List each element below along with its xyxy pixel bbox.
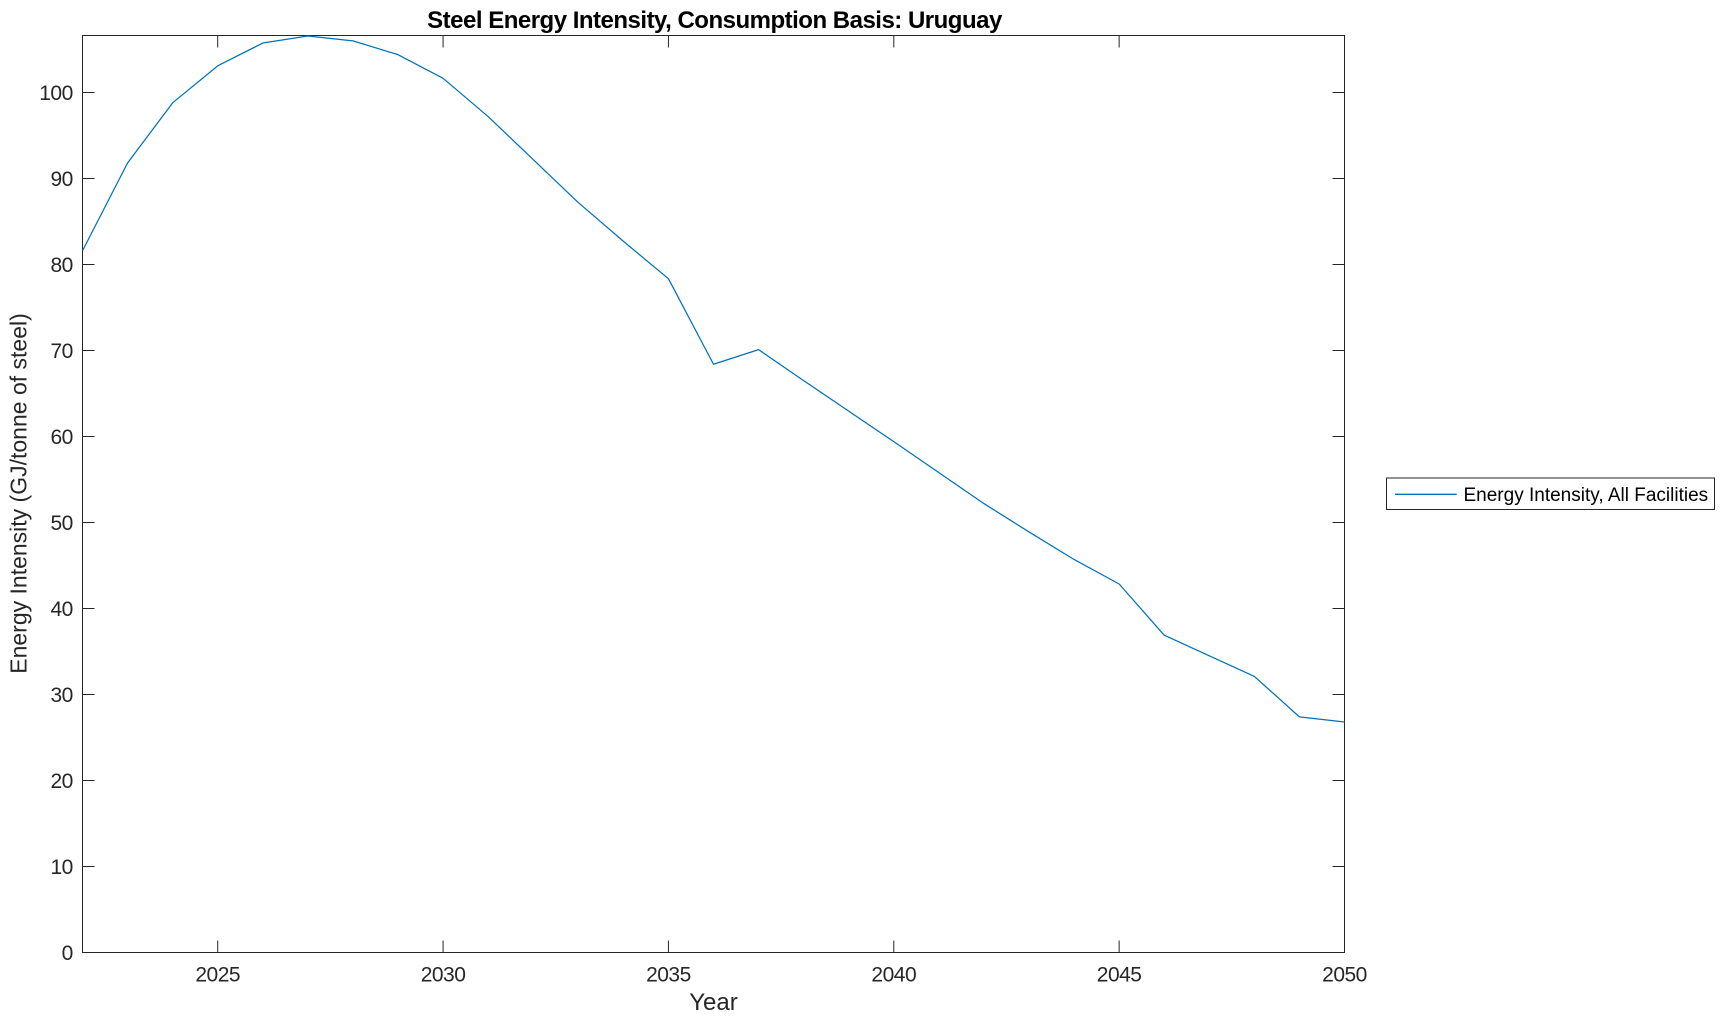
svg-text:2045: 2045	[1097, 964, 1142, 987]
svg-text:2030: 2030	[421, 964, 466, 987]
svg-text:2040: 2040	[871, 964, 916, 987]
svg-text:Energy Intensity, All Faciliti: Energy Intensity, All Facilities	[1464, 485, 1709, 506]
svg-text:50: 50	[50, 512, 72, 535]
svg-text:40: 40	[50, 598, 72, 621]
svg-text:2035: 2035	[646, 964, 691, 987]
svg-text:2025: 2025	[195, 964, 240, 987]
svg-text:90: 90	[50, 168, 72, 191]
svg-text:10: 10	[50, 856, 72, 879]
svg-text:30: 30	[50, 684, 72, 707]
svg-text:80: 80	[50, 254, 72, 277]
svg-text:Energy Intensity (GJ/tonne of: Energy Intensity (GJ/tonne of steel)	[6, 313, 32, 674]
svg-text:100: 100	[39, 82, 73, 105]
svg-text:2050: 2050	[1322, 964, 1367, 987]
svg-text:Steel Energy Intensity, Consum: Steel Energy Intensity, Consumption Basi…	[427, 7, 1003, 34]
svg-text:20: 20	[50, 770, 72, 793]
svg-text:Year: Year	[689, 989, 738, 1016]
svg-text:70: 70	[50, 340, 72, 363]
svg-text:0: 0	[62, 942, 73, 965]
svg-text:60: 60	[50, 426, 72, 449]
